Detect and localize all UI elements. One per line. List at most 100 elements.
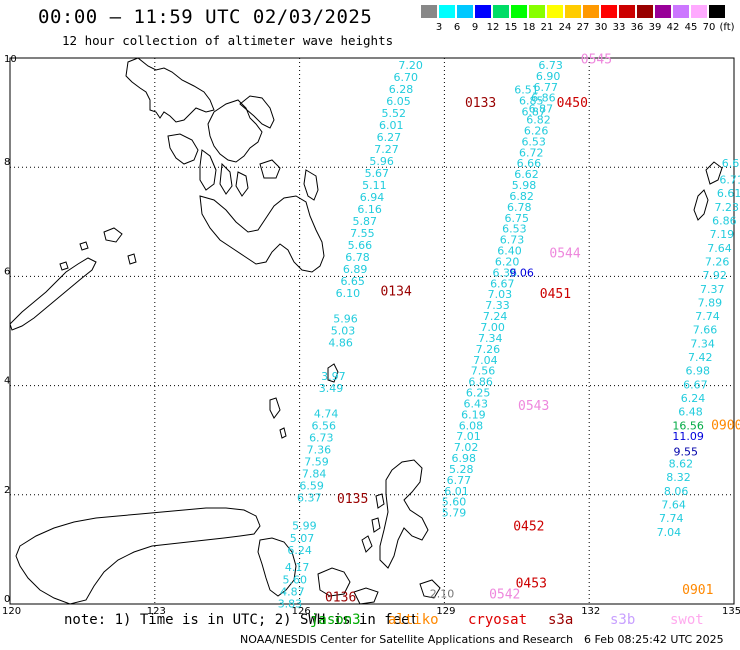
wave-height-value: 8.06 bbox=[664, 485, 689, 498]
wave-height-value: 6.77 bbox=[447, 474, 472, 487]
scale-swatch bbox=[529, 5, 545, 18]
wave-height-value: 7.03 bbox=[488, 288, 513, 301]
x-tick-label: 120 bbox=[2, 606, 21, 617]
wave-height-value: 7.20 bbox=[398, 59, 423, 72]
pass-time-label: 0451 bbox=[540, 287, 571, 302]
scale-label: 3 bbox=[435, 22, 443, 33]
wave-height-value: 6.82 bbox=[526, 114, 551, 127]
wave-height-value: 7.59 bbox=[304, 455, 329, 468]
wave-height-value: 7.74 bbox=[659, 512, 684, 525]
wave-height-value: 4.74 bbox=[314, 407, 339, 420]
wave-height-value: 6.61 bbox=[722, 157, 740, 170]
wave-height-value: 6.90 bbox=[536, 70, 561, 83]
scale-swatch bbox=[493, 5, 509, 18]
wave-height-value: 6.61 bbox=[717, 187, 740, 200]
wave-height-value: 11.09 bbox=[672, 430, 704, 443]
wave-height-value: 6.37 bbox=[297, 491, 322, 504]
wave-height-value: 7.36 bbox=[307, 443, 332, 456]
wave-height-value: 6.51 bbox=[514, 83, 539, 96]
wave-height-value: 7.23 bbox=[715, 201, 740, 214]
pass-time-label: 0135 bbox=[337, 492, 368, 507]
legend-item-jason3: jason3 bbox=[310, 612, 361, 628]
wave-height-value: 5.87 bbox=[353, 215, 378, 228]
scale-label: 42 bbox=[666, 22, 680, 33]
scale-label: (ft) bbox=[719, 22, 735, 33]
scale-swatch bbox=[475, 5, 491, 18]
wave-height-value: 6.78 bbox=[507, 201, 532, 214]
wave-height-value: 7.26 bbox=[476, 343, 501, 356]
pass-time-labels: 0133 0134 0135 0136 0545 0450 0544 0451 0543 0452… bbox=[325, 52, 740, 605]
wave-height-value: 7.64 bbox=[661, 498, 686, 511]
wave-height-value: 6.53 bbox=[502, 223, 527, 236]
wave-height-value: 6.24 bbox=[681, 392, 706, 405]
wave-height-value: 6.86 bbox=[468, 376, 493, 389]
scale-swatch bbox=[511, 5, 527, 18]
wave-height-value: 6.28 bbox=[389, 83, 414, 96]
scale-label: 39 bbox=[648, 22, 662, 33]
wave-height-value: 2.10 bbox=[430, 587, 455, 600]
scale-swatch bbox=[601, 5, 617, 18]
lat-lon-grid bbox=[10, 58, 734, 604]
wave-height-value: 7.66 bbox=[693, 324, 718, 337]
scale-label: 45 bbox=[684, 22, 698, 33]
wave-height-value: 7.56 bbox=[471, 365, 496, 378]
scale-label: 70 bbox=[702, 22, 716, 33]
scale-swatch bbox=[583, 5, 599, 18]
footnote: note: 1) Time is in UTC; 2) SWH is in fe… bbox=[64, 612, 419, 628]
wave-height-value: 6.16 bbox=[357, 203, 382, 216]
wave-height-value: 6.36 bbox=[492, 266, 517, 279]
scale-swatch bbox=[691, 5, 707, 18]
scale-swatch bbox=[637, 5, 653, 18]
wave-height-value: 6.73 bbox=[538, 59, 563, 72]
wave-height-value: 7.55 bbox=[350, 227, 375, 240]
generation-timestamp: 6 Feb 08:25:42 UTC 2025 bbox=[584, 633, 724, 646]
scale-label: 24 bbox=[558, 22, 572, 33]
pass-time-label: 0900 bbox=[711, 418, 740, 433]
credit-line: NOAA/NESDIS Center for Satellite Applica… bbox=[240, 633, 574, 646]
scale-label: 30 bbox=[594, 22, 608, 33]
wave-height-value: 7.84 bbox=[302, 467, 327, 480]
pass-time-label: 0543 bbox=[518, 399, 549, 414]
scale-swatch bbox=[457, 5, 473, 18]
wave-height-value: 6.53 bbox=[521, 135, 546, 148]
wave-height-value: 4.87 bbox=[280, 585, 305, 598]
legend-item-cryosat: cryosat bbox=[468, 612, 528, 628]
wave-height-value: 5.79 bbox=[442, 507, 467, 520]
wave-height-value: 7.92 bbox=[702, 269, 727, 282]
scale-swatch bbox=[565, 5, 581, 18]
wave-height-value: 8.32 bbox=[666, 471, 691, 484]
scale-label: 6 bbox=[453, 22, 461, 33]
wave-height-value: 6.72 bbox=[519, 146, 544, 159]
wave-height-value: 7.64 bbox=[707, 242, 732, 255]
scale-swatch bbox=[619, 5, 635, 18]
wave-height-value: 7.42 bbox=[688, 351, 713, 364]
wave-height-value: 5.07 bbox=[290, 532, 315, 545]
wave-height-value: 6.48 bbox=[678, 406, 703, 419]
wave-height-value: 7.74 bbox=[695, 310, 720, 323]
wave-height-value: 7.37 bbox=[700, 283, 725, 296]
pass-time-label: 0136 bbox=[325, 590, 356, 605]
wave-height-value: 6.66 bbox=[517, 157, 542, 170]
x-tick-label: 126 bbox=[292, 606, 311, 617]
wave-height-value: 6.65 bbox=[340, 275, 365, 288]
wave-height-value: 5.60 bbox=[283, 573, 308, 586]
wave-height-value: 6.89 bbox=[343, 263, 368, 276]
pass-time-label: 0452 bbox=[513, 519, 544, 534]
wave-height-value: 6.75 bbox=[505, 212, 530, 225]
wave-height-value: 6.98 bbox=[451, 452, 476, 465]
scale-swatch bbox=[655, 5, 671, 18]
wave-height-value: 6.05 bbox=[386, 95, 411, 108]
legend-item-swot: swot bbox=[670, 612, 704, 628]
y-tick-label: 2 bbox=[4, 485, 10, 496]
pass-time-label: 0134 bbox=[380, 285, 411, 300]
pass-time-label: 0450 bbox=[557, 96, 588, 111]
wave-height-value: 7.34 bbox=[690, 337, 715, 350]
wave-height-value: 6.01 bbox=[444, 485, 469, 498]
wave-height-value: 5.60 bbox=[442, 496, 467, 509]
y-tick-label: 6 bbox=[4, 266, 10, 277]
legend-item-s3a: s3a bbox=[548, 612, 574, 628]
wave-height-value: 6.01 bbox=[379, 119, 404, 132]
wave-height-value: 6.43 bbox=[464, 397, 489, 410]
wave-height-values: 7.206.706.286.055.526.016.277.275.965.67… bbox=[278, 59, 740, 610]
wave-height-value: 9.06 bbox=[509, 266, 534, 279]
